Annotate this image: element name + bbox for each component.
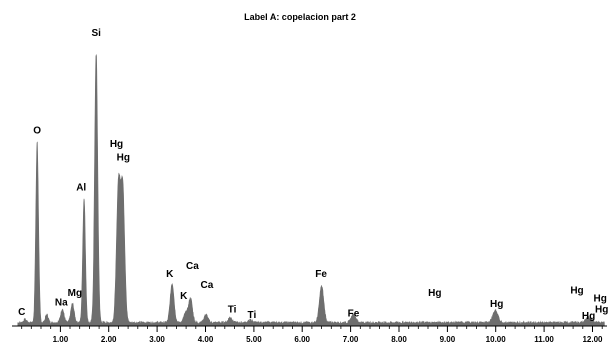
element-label-hg: Hg	[570, 286, 583, 297]
x-axis-ticks: 1.00 2.00 3.00 4.00 5.00 6.00 7.00 8.00 9.00 10.0…	[21, 326, 603, 344]
x-tick-label: 1.00	[53, 335, 69, 344]
element-label-fe: Fe	[348, 309, 360, 320]
chart-title: Label A: copelacion part 2	[244, 12, 356, 22]
element-label-ti: Ti	[228, 304, 237, 315]
element-label-ca: Ca	[201, 280, 214, 291]
element-label-ti: Ti	[248, 310, 257, 321]
element-label-hg: Hg	[117, 153, 130, 164]
x-tick-label: 5.00	[246, 335, 262, 344]
element-label-mg: Mg	[68, 288, 82, 299]
x-tick-label: 2.00	[101, 335, 117, 344]
x-tick-label: 12.00	[582, 335, 603, 344]
spectrum-series-0	[17, 53, 605, 327]
x-tick-label: 7.00	[343, 335, 359, 344]
element-label-hg: Hg	[582, 311, 595, 322]
x-tick-label: 9.00	[440, 335, 456, 344]
element-label-hg: Hg	[110, 139, 123, 150]
x-tick-label: 4.00	[198, 335, 214, 344]
element-label-o: O	[33, 126, 41, 137]
element-label-hg: Hg	[428, 288, 441, 299]
element-label-al: Al	[76, 183, 86, 194]
element-label-si: Si	[91, 28, 101, 39]
element-label-fe: Fe	[315, 269, 327, 280]
element-label-hg: Hg	[490, 299, 503, 310]
element-label-k: K	[166, 269, 174, 280]
spectrum-area-layer	[17, 53, 605, 327]
x-tick-label: 11.00	[534, 335, 554, 344]
element-label-ca: Ca	[186, 261, 199, 272]
x-tick-label: 8.00	[391, 335, 407, 344]
x-tick-label: 10.00	[486, 335, 507, 344]
element-label-c: C	[18, 307, 25, 318]
element-label-hg: Hg	[594, 294, 607, 305]
x-tick-label: 6.00	[294, 335, 310, 344]
element-label-na: Na	[55, 298, 68, 309]
x-tick-label: 3.00	[149, 335, 165, 344]
element-label-k: K	[180, 291, 188, 302]
element-label-hg: Hg	[595, 304, 608, 315]
